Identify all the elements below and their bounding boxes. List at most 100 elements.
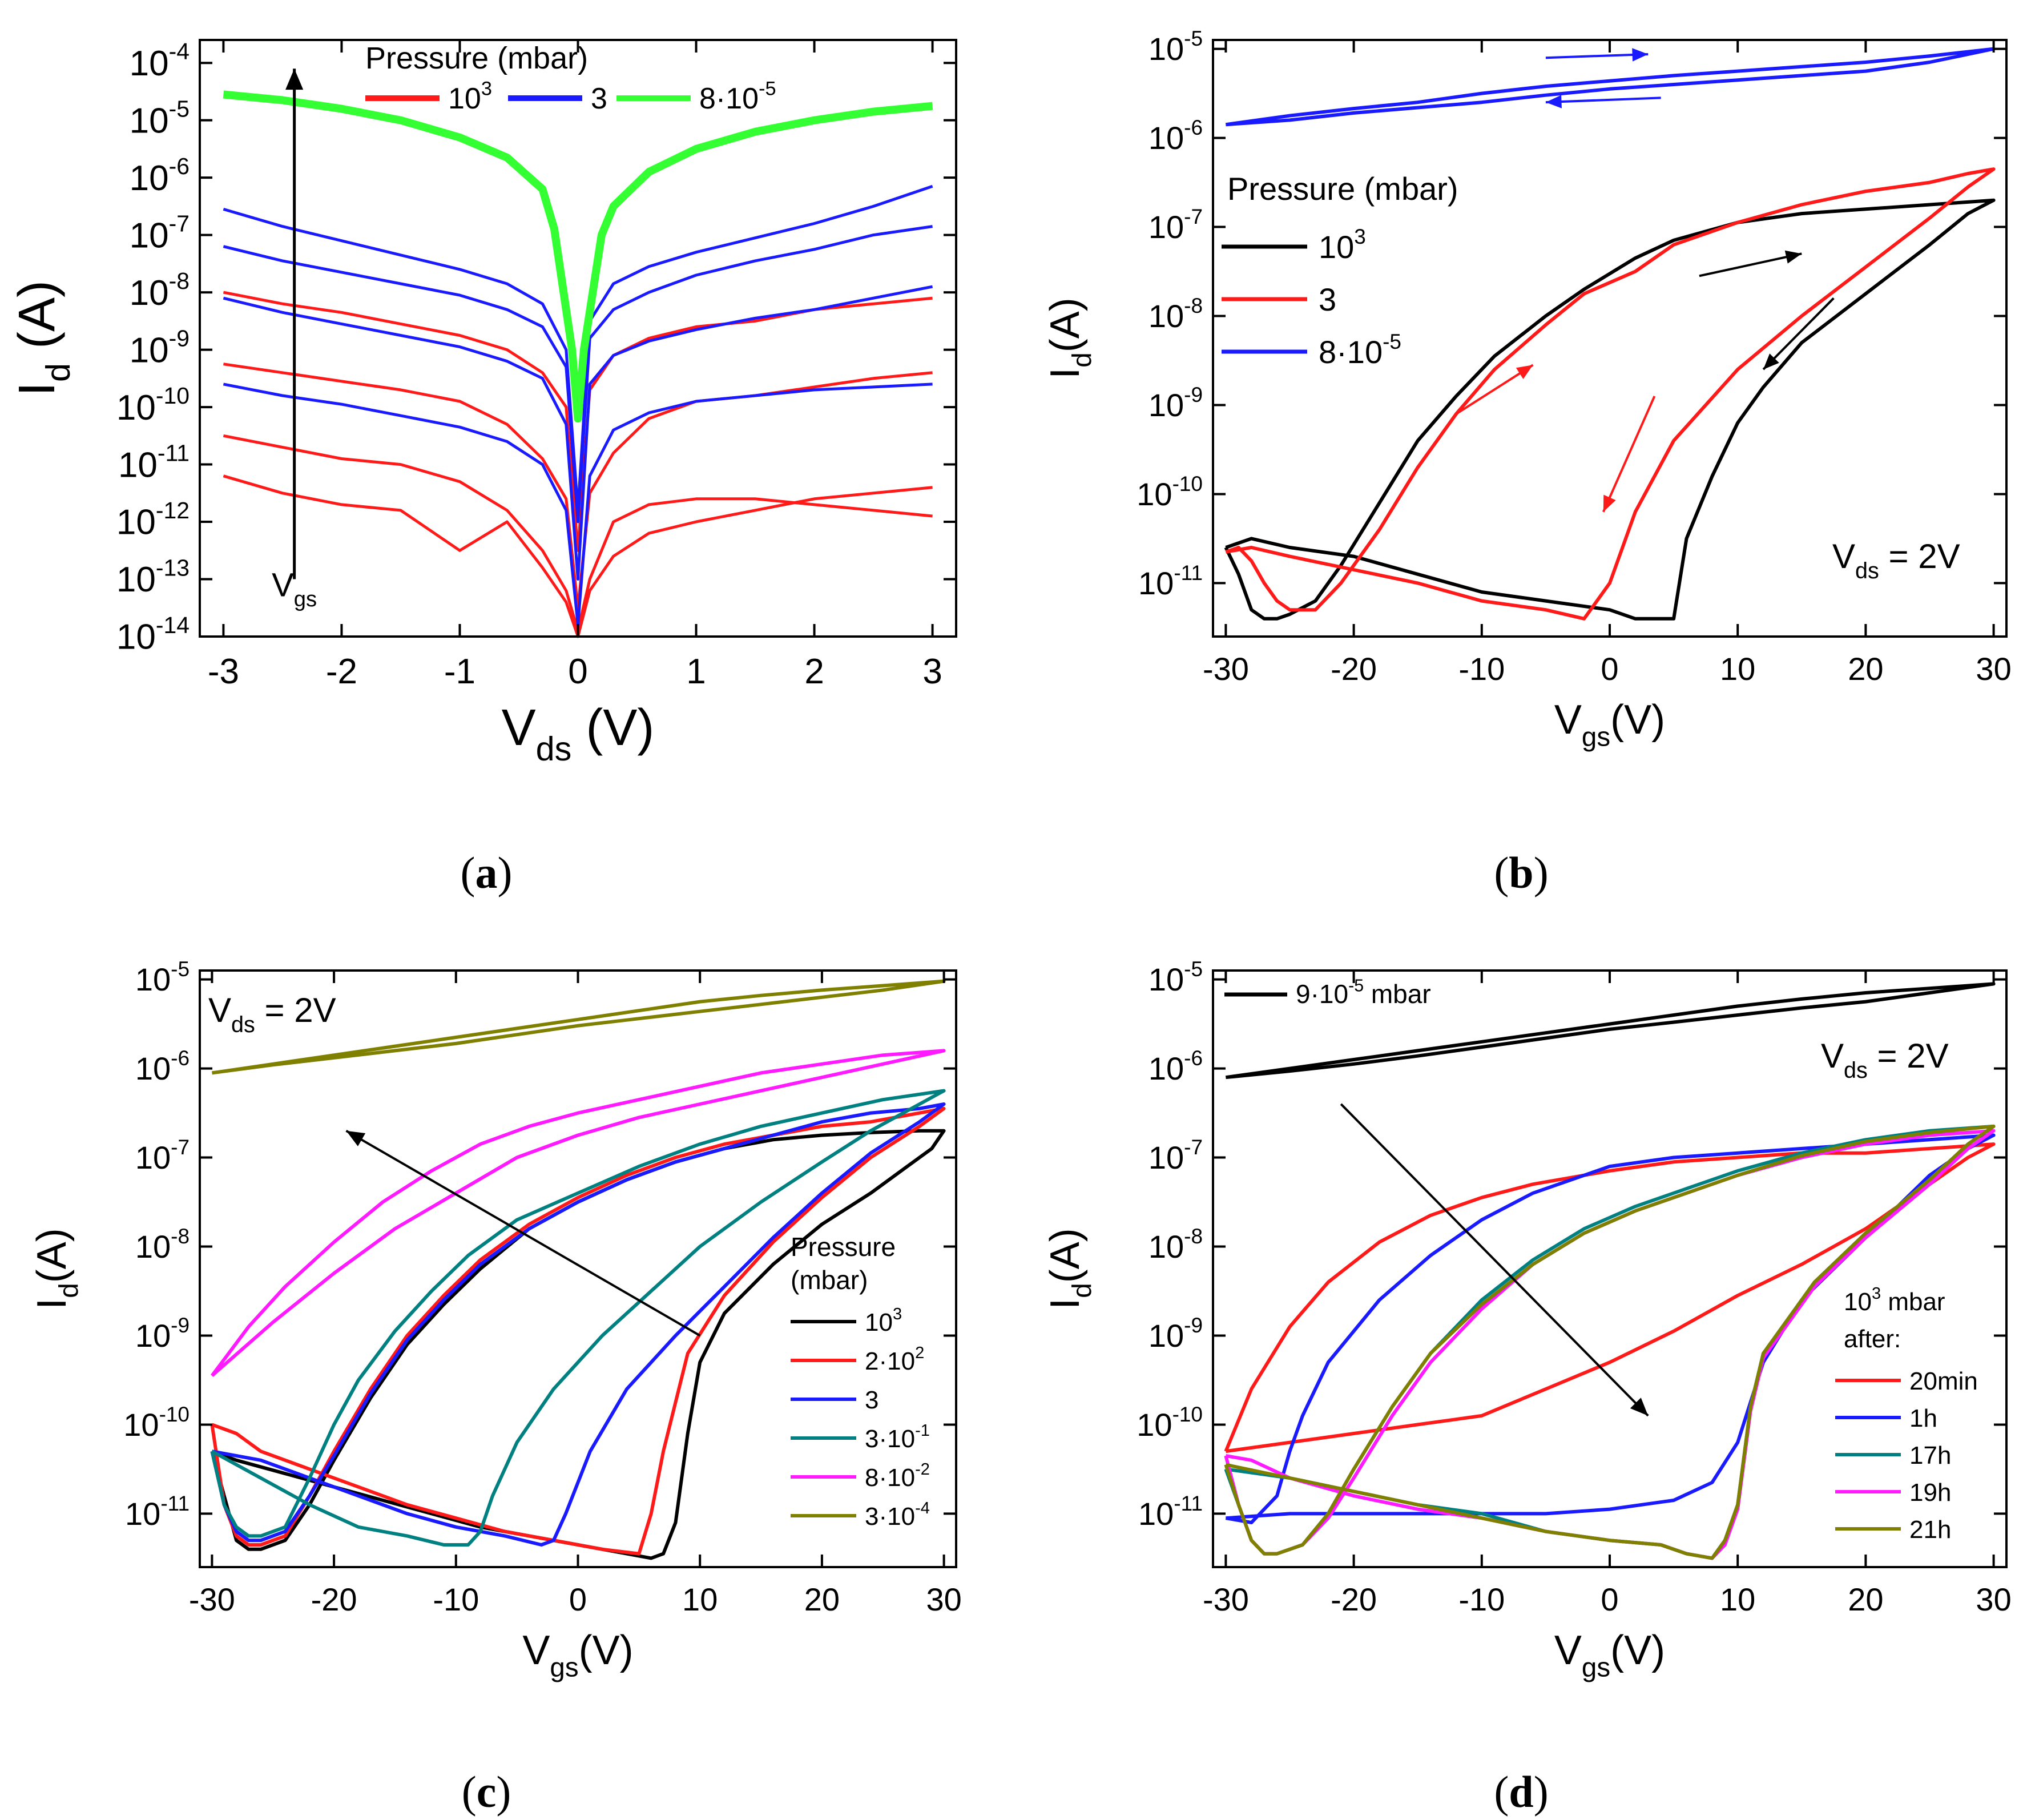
panel-d: -30 -20 -10 0 10 20 30 10-11 10-10 10-9 10-8 10-7 10…	[1042, 957, 2012, 1817]
panel-d-legend-label: 21h	[1909, 1516, 1951, 1544]
panel-b-legend-title: Pressure (mbar)	[1227, 171, 1458, 207]
panel-d-xticklabel: -10	[1458, 1581, 1505, 1617]
panel-a-xlabel: Vds (V)	[502, 699, 655, 768]
panel-d-trend-arrow-head	[1630, 1398, 1649, 1416]
panel-c-xticklabel: -10	[433, 1581, 479, 1617]
panel-b-arrow-black-fwd-shaft	[1699, 252, 1802, 277]
panel-a-yticklabel: 10-6	[130, 153, 190, 198]
panel-b-xticklabel: 10	[1720, 651, 1755, 687]
panel-d-series-0	[1225, 982, 1996, 1080]
panel-b-arrow-black-fwd-head	[1784, 250, 1802, 264]
panel-a-yticklabel: 10-4	[130, 38, 190, 83]
panel-b-yticklabel: 10-11	[1138, 561, 1203, 601]
panel-c-series-3	[210, 1089, 946, 1547]
panel-b-xticklabel: 20	[1848, 651, 1883, 687]
panel-d-legend-label: 19h	[1909, 1479, 1951, 1507]
panel-d-yticklabel: 10-8	[1148, 1225, 1203, 1265]
panel-c-xlabel: Vgs(V)	[522, 1628, 633, 1683]
panel-b-yticklabel: 10-10	[1137, 472, 1203, 512]
panel-a-yticklabel: 10-10	[116, 382, 190, 428]
panel-d-xticklabel: -20	[1331, 1581, 1377, 1617]
panel-a-caption: (a)	[461, 848, 513, 897]
panel-d-series-5	[1224, 1124, 1996, 1560]
panel-a-yticklabel: 10-12	[116, 497, 190, 542]
panel-d-xticklabel: 30	[1976, 1581, 2011, 1617]
panel-d-xticklabel: 20	[1848, 1581, 1883, 1617]
panel-a-series-3	[223, 291, 933, 552]
panel-a-yticklabel: 10-9	[130, 325, 190, 370]
panel-c-ylabel: Id(A)	[29, 1228, 84, 1309]
panel-b-arrow-black-rev-head	[1763, 353, 1779, 370]
panel-d-legend-label: 17h	[1909, 1441, 1951, 1469]
panel-b-ylabel: Id(A)	[1042, 297, 1098, 379]
panel-d-yticklabel: 10-9	[1148, 1314, 1203, 1354]
panel-d-trend-arrow-shaft	[1340, 1103, 1649, 1417]
panel-b-yticklabel: 10-6	[1148, 116, 1203, 156]
panel-d-legend-top-label: 9·10-5 mbar	[1296, 976, 1431, 1009]
panel-c-yticklabel: 10-5	[135, 957, 190, 997]
panel-d-caption: (d)	[1494, 1767, 1548, 1817]
panel-b-series-2	[1225, 47, 1996, 127]
panel-c-caption: (c)	[462, 1767, 511, 1817]
panel-a-xticklabel: -1	[444, 652, 475, 691]
panel-b-arrow-red-fwd-head	[1516, 365, 1533, 379]
panel-a-series-7	[223, 184, 933, 512]
panel-b-legend-label: 103	[1319, 225, 1366, 265]
panel-d-legend-title-1: 103 mbar	[1844, 1285, 1945, 1316]
panel-c-xticklabel: -30	[189, 1581, 235, 1617]
panel-a-xticklabel: -3	[208, 652, 239, 691]
panel-b-yticklabel: 10-5	[1148, 27, 1203, 67]
panel-b-arrow-blue-rev-head	[1545, 95, 1562, 108]
panel-a-legend-label: 8·10-5	[699, 78, 776, 115]
panel-d-xticklabel: -30	[1203, 1581, 1249, 1617]
panel-c-legend-label: 2·102	[865, 1344, 924, 1375]
panel-b-yticklabel: 10-8	[1148, 294, 1203, 334]
panel-c-yticklabel: 10-11	[125, 1492, 190, 1532]
panel-b-xticklabel: -30	[1203, 651, 1249, 687]
panel-a-ylabel: Id (A)	[9, 280, 77, 396]
panel-c-legend-title-2: (mbar)	[791, 1265, 868, 1295]
panel-a-xticklabel: 3	[922, 652, 942, 691]
panel-b-arrow-blue-rev-shaft	[1545, 96, 1661, 104]
panel-a-xticklabel: -2	[326, 652, 357, 691]
panel-b-yticklabel: 10-9	[1148, 383, 1203, 423]
panel-b-arrow-red-rev-shaft	[1602, 396, 1656, 513]
panel-b-xticklabel: 30	[1976, 651, 2011, 687]
panel-b-legend-label: 8·10-5	[1319, 330, 1401, 370]
panel-a-yticklabel: 10-14	[116, 612, 190, 657]
panel-a-legend-title: Pressure (mbar)	[365, 41, 588, 75]
panel-c-yticklabel: 10-7	[135, 1136, 190, 1175]
panel-d-yticklabel: 10-6	[1148, 1046, 1203, 1086]
panel-b-arrow-blue-fwd-head	[1632, 48, 1649, 62]
panel-c-legend-label: 3·10-4	[865, 1499, 930, 1531]
panel-a-vgs-label: Vgs	[272, 567, 317, 611]
panel-a-xticklabel: 2	[804, 652, 824, 691]
panel-a-yticklabel: 10-5	[130, 95, 190, 140]
panel-b-arrow-blue-fwd-shaft	[1545, 53, 1649, 59]
panel-c-vds-label: Vds = 2V	[208, 991, 336, 1037]
panel-a-series-8	[223, 90, 933, 423]
panel-a-xticklabel: 1	[686, 652, 706, 691]
panel-b-xticklabel: -10	[1458, 651, 1505, 687]
panel-d-xticklabel: 10	[1720, 1581, 1755, 1617]
panel-c-trend-arrow-shaft	[345, 1130, 701, 1337]
panel-c-xticklabel: 30	[926, 1581, 961, 1617]
panel-b-arrow-red-rev-head	[1603, 494, 1616, 512]
panel-c-yticklabel: 10-8	[135, 1225, 190, 1265]
panel-d-series-1	[1224, 1142, 1996, 1453]
panel-c-xticklabel: 0	[569, 1581, 587, 1617]
panel-a-series-5	[223, 285, 933, 581]
panel-c-xticklabel: 10	[682, 1581, 718, 1617]
panel-a-series-6	[223, 225, 933, 524]
panel-c-series-2	[210, 1102, 946, 1547]
panel-d-legend-label: 20min	[1909, 1367, 1978, 1395]
panel-c-legend-title-1: Pressure	[791, 1232, 896, 1262]
panel-b-caption: (b)	[1494, 848, 1548, 897]
panel-a-legend-label: 103	[448, 78, 492, 115]
panel-a-yticklabel: 10-11	[118, 440, 190, 485]
panel-d-legend-title-2: after:	[1844, 1325, 1901, 1353]
panel-a-vgs-arrow-head	[285, 69, 304, 90]
panel-b-legend-label: 3	[1319, 281, 1336, 317]
panel-d-yticklabel: 10-7	[1148, 1136, 1203, 1175]
